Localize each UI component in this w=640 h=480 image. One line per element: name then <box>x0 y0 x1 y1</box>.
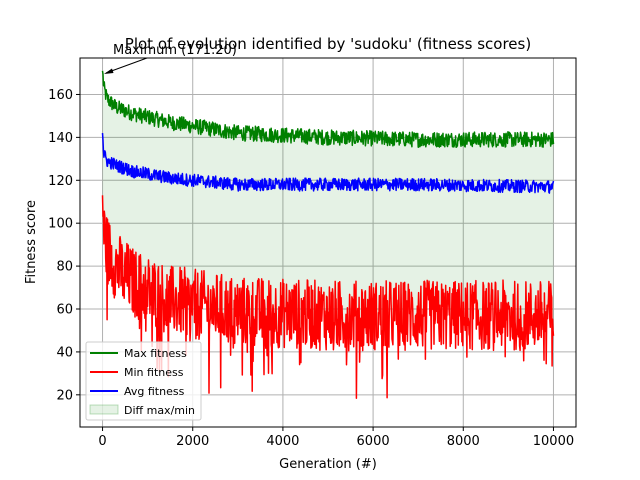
series-avg-fitness <box>101 133 555 194</box>
x-axis-label: Generation (#) <box>279 457 377 472</box>
legend-swatch-diff <box>89 404 119 415</box>
series-layer <box>101 70 555 399</box>
y-tick-label: 40 <box>56 345 73 360</box>
series-min-fitness <box>101 195 555 399</box>
y-tick-label: 60 <box>56 303 73 318</box>
legend-entry-min: Min fitness <box>90 366 184 379</box>
x-tick-label: 0 <box>98 434 106 449</box>
plot-frame <box>79 57 577 428</box>
y-tick-label: 160 <box>48 88 73 103</box>
chart-title: Plot of evolution identified by 'sudoku'… <box>125 35 531 53</box>
x-tick-label: 10000 <box>533 434 574 449</box>
legend: Max fitness Min fitness Avg fitness Diff… <box>85 341 202 421</box>
legend-entry-diff: Diff max/min <box>89 404 195 417</box>
annotation-arrow-line <box>105 57 148 74</box>
annotation-arrowhead <box>104 68 114 74</box>
x-tick-label: 8000 <box>447 434 480 449</box>
y-tick-label: 80 <box>56 260 73 275</box>
legend-box <box>85 341 202 421</box>
annotation-text: Maximum (171.20) <box>113 43 237 58</box>
y-axis-label: Fitness score <box>24 200 39 284</box>
maximum-annotation: Maximum (171.20) <box>104 43 237 74</box>
x-tick-label: 4000 <box>266 434 299 449</box>
y-tick-label: 140 <box>48 131 73 146</box>
legend-label-avg: Avg fitness <box>124 385 185 398</box>
y-tick-label: 120 <box>48 174 73 189</box>
legend-label-min: Min fitness <box>124 366 184 379</box>
series-max-fitness <box>101 70 555 148</box>
legend-entry-max: Max fitness <box>90 347 187 360</box>
legend-label-max: Max fitness <box>124 347 187 360</box>
y-tick-label: 20 <box>56 388 73 403</box>
legend-entry-avg: Avg fitness <box>90 385 185 398</box>
x-tick-label: 2000 <box>176 434 209 449</box>
x-axis-ticks: 0 2000 4000 6000 8000 10000 <box>98 427 574 449</box>
y-tick-label: 100 <box>48 217 73 232</box>
y-axis-ticks: 20 40 60 80 100 120 140 160 <box>48 88 80 403</box>
x-tick-label: 6000 <box>357 434 390 449</box>
legend-label-diff: Diff max/min <box>124 404 195 417</box>
